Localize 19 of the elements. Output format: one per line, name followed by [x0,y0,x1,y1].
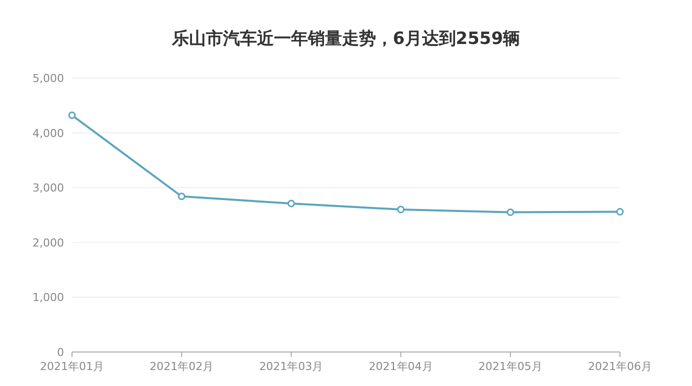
chart-title: 乐山市汽车近一年销量走势，6月达到2559辆 [170,29,520,49]
x-tick-label: 2021年06月 [588,360,652,373]
x-tick-label: 2021年01月 [40,360,104,373]
y-tick-label: 4,000 [32,126,64,140]
x-tick-label: 2021年04月 [368,360,433,373]
point [506,208,514,216]
y-tick-label: 1,000 [32,291,64,304]
y-tick-label: 5,000 [32,72,64,85]
point [178,192,186,200]
x-tick-label: 2021年02月 [150,360,214,373]
point [68,112,76,120]
x-tick-label: 2021年05月 [478,360,542,373]
point [287,200,295,208]
point [616,208,624,216]
x-tick-label: 2021年03月 [259,360,324,373]
y-tick-label: 3,000 [32,182,64,195]
point [397,206,405,214]
y-tick-label: 0 [57,346,64,359]
y-tick-label: 2,000 [32,236,64,250]
